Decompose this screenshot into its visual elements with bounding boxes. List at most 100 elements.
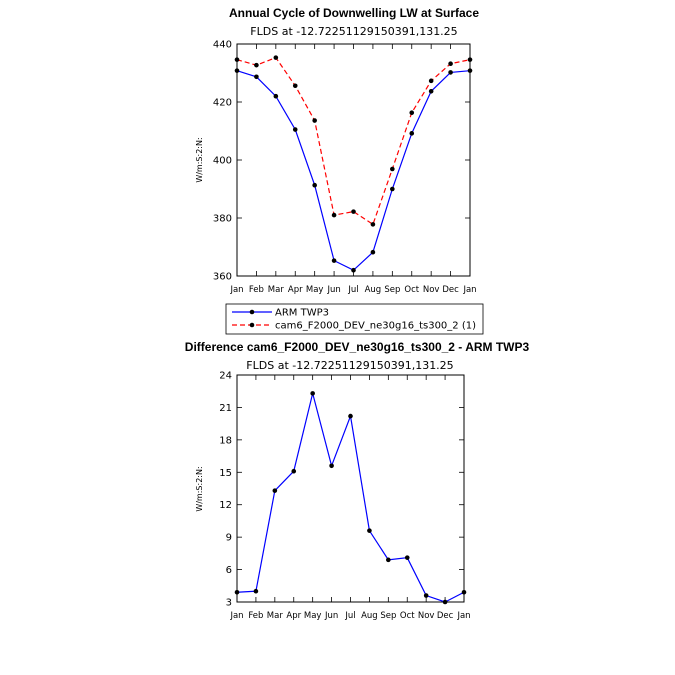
chart1-series-line-0 <box>236 70 471 271</box>
chart2-series-0-point <box>291 468 297 474</box>
difference-chart: Difference cam6_F2000_DEV_ne30g16_ts300_… <box>185 340 530 621</box>
chart2-axes: Jan Feb Mar Apr May Jun Jul Aug Sep Oct Nov Dec Jan3… <box>219 371 470 622</box>
chart1-series-1-point <box>351 209 356 214</box>
chart1-series-0-point <box>273 93 279 99</box>
chart2-series-0-point <box>442 599 448 605</box>
chart1-x-tick-label: Dec <box>442 285 459 295</box>
chart1-series-0-point <box>409 131 415 136</box>
chart2-x-tick-label: Aug <box>361 611 378 621</box>
chart2-series-0-point <box>310 391 315 396</box>
chart2-y-tick-label: 18 <box>219 435 232 446</box>
chart2-x-tick-label: Jan <box>229 611 243 621</box>
chart2-y-axis-label: W/m:S:2:N: <box>195 466 204 511</box>
chart1-series-0-point <box>292 127 298 132</box>
chart2-y-tick-label: 24 <box>219 371 232 382</box>
chart2-x-tick-label: Oct <box>400 611 415 621</box>
chart1-series-1-point <box>390 166 395 172</box>
chart2-x-tick-label: Dec <box>437 611 454 621</box>
chart1-series-0-point <box>234 68 240 73</box>
chart1-plot-frame <box>236 43 471 277</box>
legend-marker-arm <box>249 309 255 315</box>
chart2-series-0-point <box>234 589 240 595</box>
legend-label-cam6: cam6_F2000_DEV_ne30g16_ts300_2 (1) <box>275 321 476 332</box>
chart1-series-0-point <box>370 249 376 255</box>
chart2-series-0-point <box>423 593 429 598</box>
chart2-x-tick-label: Feb <box>248 611 263 621</box>
chart1-x-tick-label: Mar <box>268 285 285 295</box>
chart2-series-0-point <box>253 588 259 594</box>
chart2-series-0-point <box>386 557 391 563</box>
chart1-x-tick-label: Aug <box>365 285 382 295</box>
chart1-series-0-point <box>351 267 356 273</box>
chart1-series-1-point <box>254 62 259 68</box>
chart2-y-tick-label: 21 <box>219 403 232 414</box>
chart1-x-tick-label: May <box>306 285 324 295</box>
chart2-series-0-point <box>404 555 410 560</box>
chart2-x-tick-label: Jan <box>456 611 470 621</box>
chart1-series <box>234 55 473 273</box>
chart2-x-tick-label: Jul <box>344 611 355 621</box>
chart1-x-tick-label: Jan <box>462 285 476 295</box>
chart1-series-0-point <box>312 182 317 188</box>
chart2-y-tick-label: 15 <box>219 468 232 479</box>
chart2-plot-frame <box>236 374 465 603</box>
chart2-title: Difference cam6_F2000_DEV_ne30g16_ts300_… <box>185 340 530 354</box>
chart2-x-tick-label: Sep <box>380 611 396 621</box>
chart1-y-tick-label: 360 <box>213 272 232 283</box>
legend-box <box>225 303 484 335</box>
chart1-series-0-point <box>428 88 434 94</box>
chart1-series-1-point <box>428 78 434 84</box>
chart1-x-tick-label: Apr <box>288 285 303 295</box>
chart1-legend: ARM TWP3 cam6_F2000_DEV_ne30g16_ts300_2 … <box>225 303 484 335</box>
chart1-x-tick-label: Oct <box>404 285 419 295</box>
chart1-x-tick-label: Jan <box>229 285 243 295</box>
chart1-x-tick-label: Jul <box>347 285 358 295</box>
chart2-x-tick-label: Nov <box>418 611 435 621</box>
chart1-series-1-point <box>448 61 453 67</box>
chart2-y-tick-label: 12 <box>219 500 232 511</box>
chart1-axes: Jan Feb Mar Apr May Jun Jul Aug Sep Oct Nov Dec Jan3… <box>213 40 477 296</box>
chart2-series <box>234 391 467 605</box>
chart1-series-1-point <box>292 83 298 89</box>
chart1-series-1-point <box>409 110 415 116</box>
chart1-y-tick-label: 440 <box>213 40 232 51</box>
chart2-subtitle: FLDS at -12.72251129150391,131.25 <box>246 359 453 372</box>
legend-marker-cam6 <box>249 322 255 328</box>
chart1-y-tick-label: 420 <box>213 98 232 109</box>
chart1-series-line-1 <box>236 56 471 226</box>
chart1-series-0-point <box>254 74 259 80</box>
chart1-series-1-point <box>234 57 240 62</box>
chart1-series-0-point <box>448 70 453 75</box>
chart1-x-tick-label: Nov <box>423 285 440 295</box>
chart2-series-line-0 <box>236 393 465 603</box>
chart2-series-0-point <box>367 528 372 533</box>
chart1-series-0-point <box>331 258 337 263</box>
chart2-y-tick-label: 9 <box>226 533 232 544</box>
chart1-series-1-point <box>467 57 473 62</box>
chart1-series-0-point <box>467 68 473 73</box>
chart1-title: Annual Cycle of Downwelling LW at Surfac… <box>229 6 479 20</box>
chart2-series-0-point <box>461 589 467 595</box>
chart1-series-0-point <box>390 186 395 192</box>
annual-cycle-chart: Annual Cycle of Downwelling LW at Surfac… <box>195 6 479 295</box>
chart2-x-tick-label: Apr <box>286 611 301 621</box>
chart1-series-1-point <box>273 55 279 60</box>
chart1-series-1-point <box>312 118 317 123</box>
chart2-y-tick-label: 6 <box>226 565 232 576</box>
chart1-x-tick-label: Feb <box>249 285 264 295</box>
chart2-x-tick-label: May <box>304 611 322 621</box>
chart1-subtitle: FLDS at -12.72251129150391,131.25 <box>250 25 457 38</box>
chart1-series-1-point <box>370 222 376 227</box>
chart2-series-0-point <box>329 463 334 469</box>
chart1-y-tick-label: 400 <box>213 156 232 167</box>
chart1-x-tick-label: Sep <box>384 285 400 295</box>
chart2-series-0-point <box>272 488 278 493</box>
chart1-y-tick-label: 380 <box>213 214 232 225</box>
chart2-x-tick-label: Mar <box>267 611 284 621</box>
chart2-y-tick-label: 3 <box>226 598 232 609</box>
chart1-x-tick-label: Jun <box>326 285 340 295</box>
chart1-y-axis-label: W/m:S:2:N: <box>195 137 204 182</box>
chart2-series-0-point <box>348 413 353 419</box>
legend-label-arm: ARM TWP3 <box>275 308 329 319</box>
